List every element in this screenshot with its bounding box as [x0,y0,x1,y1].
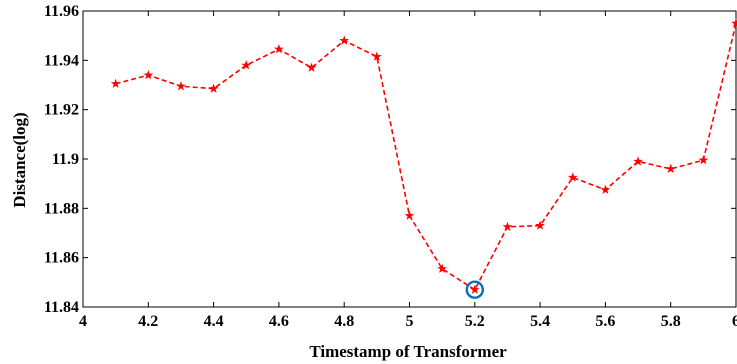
x-tick-label: 4.6 [269,313,289,330]
y-axis-label: Distance(log) [10,112,29,207]
data-point-star [633,156,643,166]
x-axis-ticks: 4 4.2 4.4 4.6 4.8 5 5.2 5.4 5.6 5.8 6 [79,11,737,330]
y-tick-label: 11.88 [44,200,79,217]
x-tick-label: 4.4 [204,313,224,330]
y-tick-label: 11.84 [44,299,79,316]
highlight-layer [465,280,484,299]
x-axis-label: Timestamp of Transformer [309,342,507,361]
minimum-highlight-circle [465,280,484,299]
data-point-star [274,44,284,54]
x-tick-label: 4 [79,313,87,330]
x-tick-label: 4.2 [138,313,158,330]
data-point-star [241,60,252,70]
y-tick-label: 11.9 [52,151,79,168]
data-point-star [339,35,350,45]
series-layer [110,18,737,294]
data-point-star [600,184,611,194]
data-point-star [665,163,676,173]
data-point-star [437,263,447,273]
data-point-star [698,155,709,165]
data-point-star [372,51,382,61]
x-tick-label: 4.8 [334,313,354,330]
y-tick-label: 11.96 [44,3,79,20]
data-point-star [143,70,154,80]
data-point-star [535,220,545,230]
x-tick-label: 5.2 [465,313,485,330]
x-tick-label: 5.4 [530,313,550,330]
y-tick-label: 11.86 [44,250,79,267]
data-point-star [731,18,737,28]
data-point-star [469,284,480,294]
x-tick-label: 5.8 [661,313,681,330]
data-point-star [176,81,186,91]
data-point-star [404,210,415,220]
y-axis-ticks: 11.84 11.86 11.88 11.9 11.92 11.94 11.96 [44,3,736,316]
y-tick-label: 11.92 [44,102,79,119]
x-tick-label: 6 [732,313,737,330]
data-point-star [306,62,317,72]
data-point-star [502,221,513,231]
x-tick-label: 5.6 [595,313,615,330]
x-tick-label: 5 [406,313,414,330]
data-point-star [567,172,578,182]
y-tick-label: 11.94 [44,52,79,69]
data-point-star [110,78,121,88]
data-point-star [208,83,219,93]
series-line [115,23,737,291]
